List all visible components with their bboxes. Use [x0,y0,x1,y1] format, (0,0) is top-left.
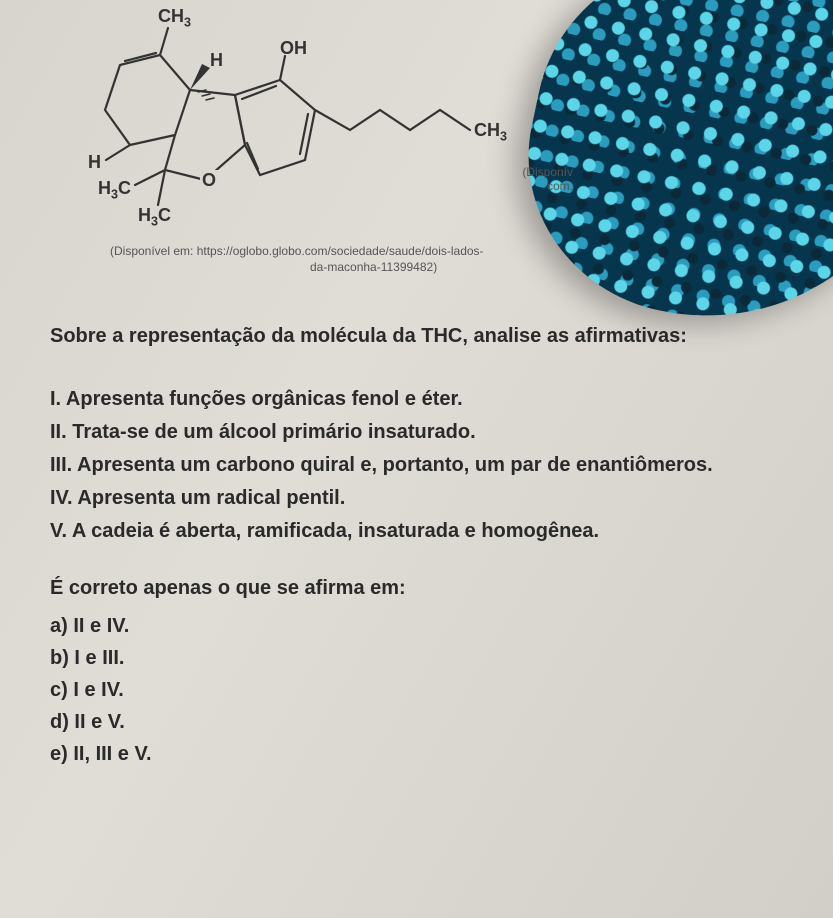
option-c: c) I e IV. [50,674,793,706]
statement-2: II. Trata-se de um álcool primário insat… [50,417,793,448]
side-label: (Disponív com. [522,165,573,194]
side-label-line2: com. [547,179,573,193]
citation-line1: (Disponível em: https://oglobo.globo.com… [110,244,484,258]
statement-3: III. Apresenta um carbono quiral e, port… [50,450,793,481]
statement-5: V. A cadeia é aberta, ramificada, insatu… [50,516,793,547]
statements-list: I. Apresenta funções orgânicas fenol e é… [50,384,793,547]
label-o: O [200,170,218,191]
molecule-figure: CH3 OH H H H3C H3C O CH3 [50,10,510,240]
label-ch3-top: CH3 [158,6,191,30]
label-h-left: H [88,152,101,173]
label-oh: OH [280,38,307,59]
statement-1: I. Apresenta funções orgânicas fenol e é… [50,384,793,415]
option-a: a) II e IV. [50,610,793,642]
label-ch3-right: CH3 [474,120,507,144]
options-list: a) II e IV. b) I e III. c) I e IV. d) II… [50,610,793,770]
question-stem: Sobre a representação da molécula da THC… [50,323,793,350]
label-h3c-2: H3C [138,205,171,229]
label-h3c-1: H3C [98,178,131,202]
side-label-line1: (Disponív [522,165,573,179]
label-h-wedge: H [210,50,223,71]
option-b: b) I e III. [50,642,793,674]
option-e: e) II, III e V. [50,738,793,770]
answer-prompt: É correto apenas o que se afirma em: [50,577,793,600]
statement-4: IV. Apresenta um radical pentil. [50,483,793,514]
option-d: d) II e V. [50,706,793,738]
